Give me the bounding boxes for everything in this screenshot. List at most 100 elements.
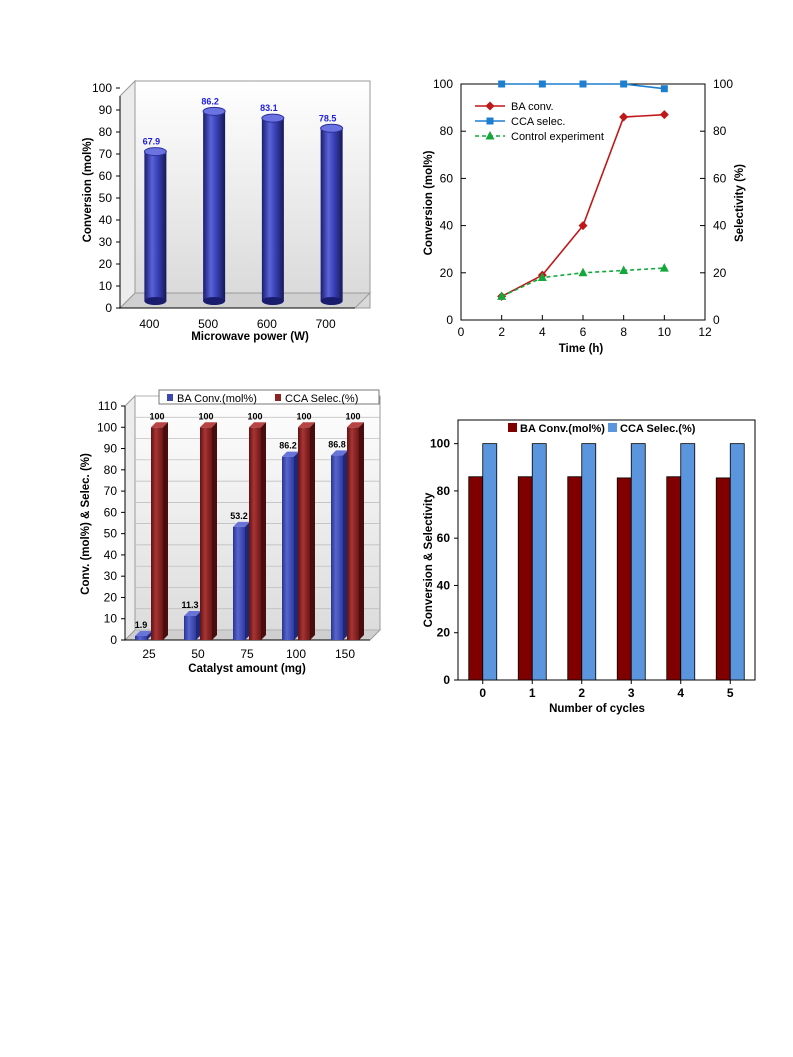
bar-cylinder-base	[261, 297, 284, 305]
legend-label: CCA selec.	[511, 116, 565, 128]
legend-swatch	[508, 423, 517, 432]
y-tick-label: 70	[99, 147, 113, 161]
bar-cylinder-top	[202, 106, 226, 116]
y-tick-label: 50	[99, 191, 113, 205]
y-tick-label: 0	[110, 633, 117, 647]
y-tick-label: 80	[99, 125, 113, 139]
bar-cylinder	[261, 118, 284, 302]
series-point	[537, 272, 547, 282]
legend-swatch	[167, 394, 173, 401]
y-right-tick-label: 40	[713, 219, 727, 233]
bar	[184, 615, 196, 640]
bar-side-face	[310, 422, 315, 640]
series-point	[619, 112, 629, 122]
y-tick-label: 80	[104, 463, 118, 477]
y-tick-label: 0	[105, 301, 112, 315]
bar	[715, 477, 731, 681]
bar-top-face	[282, 451, 299, 457]
y-tick-label: 80	[437, 484, 451, 498]
y-axis-label: Conv. (mol%) & Selec. (%)	[80, 453, 92, 595]
y-tick-label: 30	[99, 235, 113, 249]
y-tick-label: 60	[99, 169, 113, 183]
bar	[468, 476, 484, 681]
y-tick-label: 40	[104, 548, 118, 562]
x-tick-label: 600	[257, 317, 277, 331]
bar-side-face	[261, 422, 266, 640]
y-tick-label: 60	[104, 505, 118, 519]
bar-top-face	[135, 630, 152, 636]
bar-data-label: 86.2	[279, 441, 297, 451]
bar-top-face	[249, 422, 266, 428]
y-tick-label: 110	[98, 399, 117, 413]
bar	[616, 477, 632, 681]
bar-top-face	[298, 422, 315, 428]
y-tick-label: 60	[437, 531, 451, 545]
bar-data-label: 86.8	[328, 439, 346, 449]
bar-side-face	[343, 450, 348, 640]
series-point	[660, 85, 668, 93]
bar-cylinder-top	[320, 123, 344, 133]
bar-data-label: 53.2	[230, 511, 248, 521]
bar	[347, 427, 359, 640]
x-axis-label: Time (h)	[559, 343, 604, 355]
y-tick-label: 20	[99, 257, 113, 271]
chart-side-wall	[119, 79, 136, 310]
bar	[680, 443, 696, 681]
bar	[666, 476, 682, 681]
series-point	[659, 263, 669, 272]
y-tick-label: 90	[99, 103, 113, 117]
x-axis-label: Catalyst amount (mg)	[188, 663, 306, 675]
chart-side-wall	[124, 394, 136, 642]
y-right-tick-label: 80	[713, 124, 727, 138]
x-tick-label: 50	[191, 647, 205, 661]
x-tick-label: 8	[620, 325, 627, 339]
bar-cylinder-top	[143, 147, 167, 157]
y-tick-label: 100	[97, 420, 117, 434]
y-tick-label: 30	[104, 569, 118, 583]
y-tick-label: 100	[430, 437, 450, 451]
y-tick-label: 10	[104, 612, 118, 626]
bar-data-label: 100	[247, 411, 262, 421]
chart-catalyst-amount: Conv. (mol%) & Selec. (%) Catalyst amoun…	[75, 389, 395, 682]
plot-frame	[457, 419, 756, 681]
y-right-tick-label: 0	[713, 313, 720, 327]
bar	[151, 427, 163, 640]
y-tick-label: 40	[437, 578, 451, 592]
series-point	[659, 110, 669, 120]
y-tick-label: 20	[104, 590, 118, 604]
bar-side-face	[196, 610, 201, 640]
x-tick-label: 400	[139, 317, 159, 331]
x-tick-label: 0	[458, 325, 465, 339]
series-point	[497, 291, 507, 300]
legend-label: BA Conv.(mol%)	[520, 423, 605, 435]
series-point	[619, 265, 629, 274]
bar-side-face	[245, 521, 250, 640]
y-axis-label: Conversion & Selectivity	[423, 492, 435, 627]
y-right-tick-label: 100	[713, 77, 733, 91]
y-tick-label: 100	[92, 81, 112, 95]
bar-top-face	[184, 610, 201, 616]
bar-side-face	[212, 422, 217, 640]
bar-cylinder-base	[203, 297, 226, 305]
x-tick-label: 100	[286, 647, 306, 661]
legend-label: CCA Selec.(%)	[285, 393, 358, 405]
series-point	[579, 80, 587, 88]
y-tick-label: 40	[440, 219, 454, 233]
bar-side-face	[147, 630, 152, 640]
chart-recycling: Conversion & Selectivity Number of cycle…	[410, 410, 760, 720]
x-axis-label: Number of cycles	[549, 703, 645, 715]
x-tick-label: 4	[539, 325, 546, 339]
bar	[249, 427, 261, 640]
bar	[233, 526, 245, 640]
bar-data-label: 11.3	[181, 600, 198, 610]
x-tick-label: 6	[580, 325, 587, 339]
y-tick-label: 10	[99, 279, 113, 293]
legend-marker	[485, 131, 495, 140]
y-right-tick-label: 60	[713, 171, 727, 185]
plot-frame	[460, 83, 706, 321]
legend-swatch	[275, 394, 281, 401]
legend-marker	[486, 117, 494, 125]
x-tick-label: 75	[240, 647, 254, 661]
bar-cylinder	[320, 128, 343, 301]
x-tick-label: 2	[498, 325, 505, 339]
